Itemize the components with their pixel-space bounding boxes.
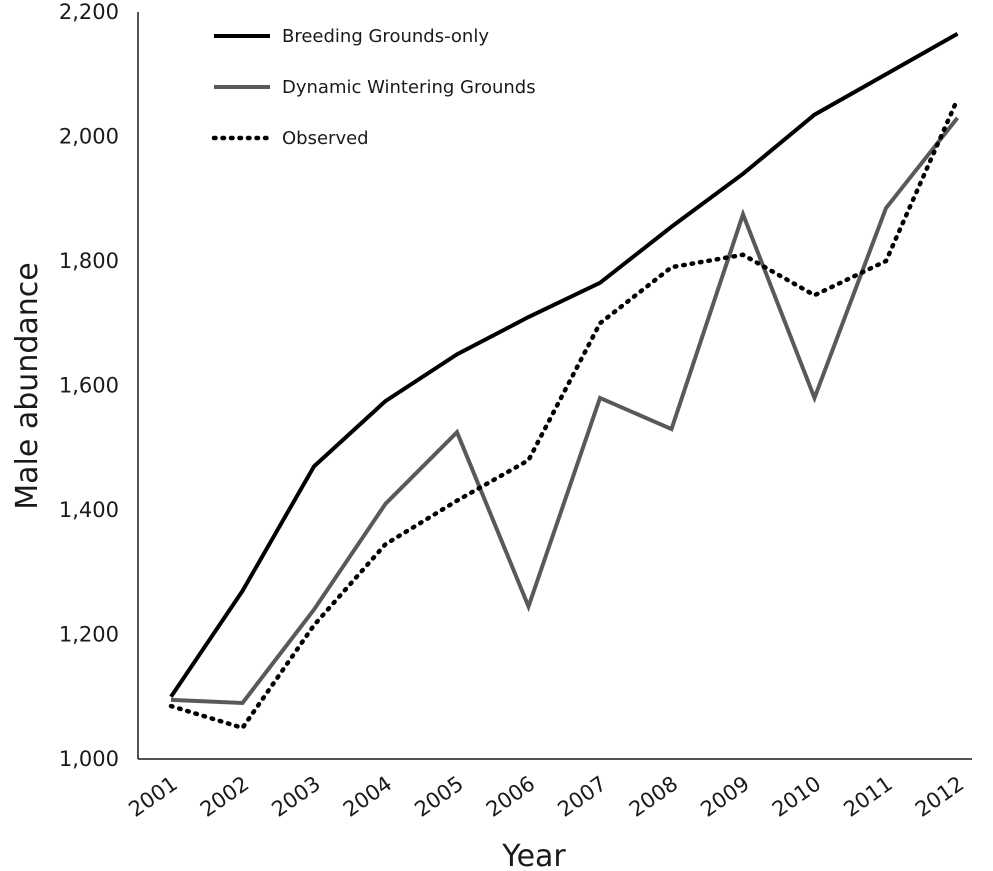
legend: Breeding Grounds-only Dynamic Wintering G… — [211, 26, 536, 149]
y-tick-label: 1,000 — [59, 747, 119, 771]
x-tick-labels: 2001 2002 2003 2004 2005 2006 2007 2008 2009 2010… — [124, 771, 968, 821]
x-tick-label: 2010 — [768, 771, 826, 821]
y-tick-label: 1,600 — [59, 374, 119, 398]
series-line-dynamic-wintering-grounds — [170, 116, 960, 706]
x-tick-label: 2006 — [482, 771, 540, 821]
x-tick-label: 2011 — [839, 771, 897, 821]
y-tick-labels: 1,000 1,200 1,400 1,600 1,800 2,000 2,200 — [59, 0, 119, 771]
x-tick-label: 2008 — [625, 771, 683, 821]
y-axis-title: Male abundance — [10, 262, 45, 509]
series-line-breeding-grounds-only — [169, 32, 959, 698]
x-tick-label: 2004 — [339, 771, 397, 821]
x-tick-label: 2007 — [553, 771, 611, 821]
x-tick-label: 2005 — [410, 771, 468, 821]
x-tick-label: 2001 — [124, 771, 182, 821]
y-tick-label: 1,800 — [59, 249, 119, 273]
y-tick-label: 2,000 — [59, 125, 119, 149]
x-tick-label: 2003 — [267, 771, 325, 821]
x-tick-label: 2012 — [911, 771, 969, 821]
x-tick-label: 2009 — [696, 771, 754, 821]
x-axis-title: Year — [501, 839, 566, 871]
y-tick-label: 2,200 — [59, 0, 119, 24]
legend-label: Observed — [282, 128, 369, 149]
series-lines — [168, 32, 960, 731]
y-tick-label: 1,200 — [59, 623, 119, 647]
legend-label: Dynamic Wintering Grounds — [282, 77, 536, 98]
x-tick-label: 2002 — [196, 771, 254, 821]
series-line-observed — [168, 96, 960, 731]
legend-label: Breeding Grounds-only — [282, 26, 489, 47]
y-tick-label: 1,400 — [59, 498, 119, 522]
axes — [137, 12, 972, 760]
